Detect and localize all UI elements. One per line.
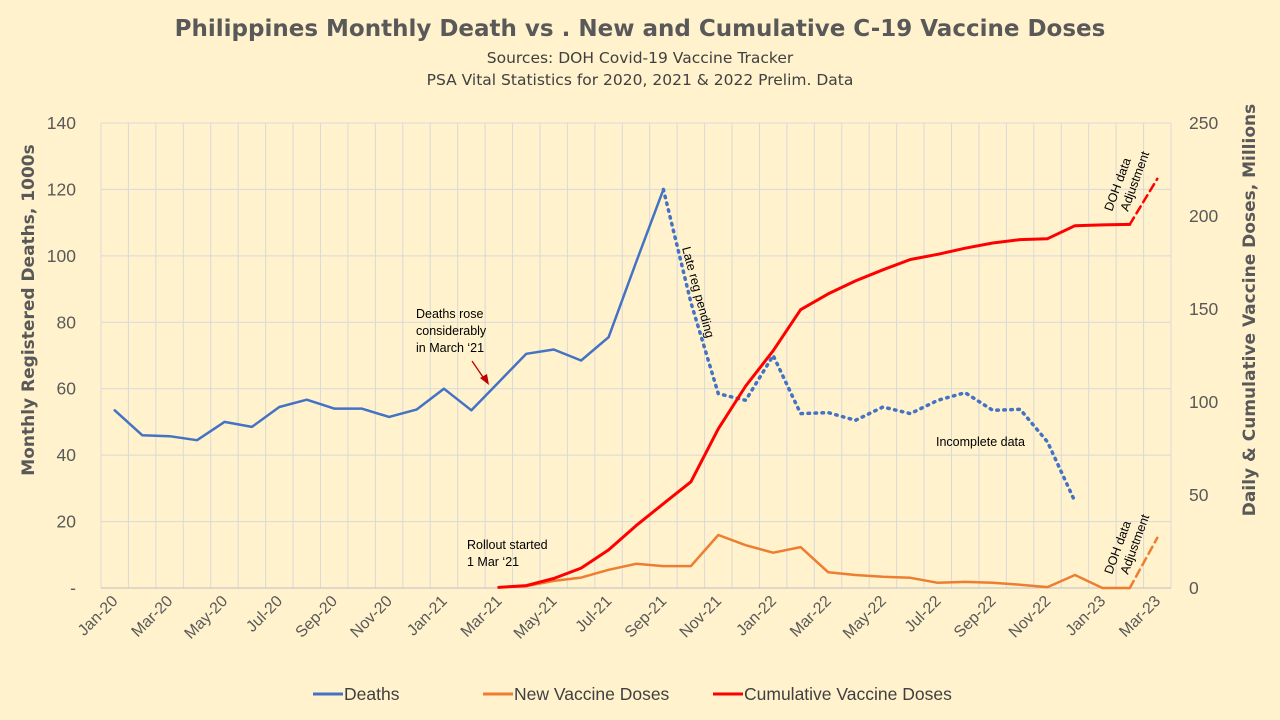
x-tick-label: May-22 xyxy=(840,593,890,643)
x-tick-label: Mar-21 xyxy=(458,593,506,641)
y-tick-left: 100 xyxy=(47,246,76,266)
y-tick-left: 140 xyxy=(47,113,76,133)
x-tick-label: May-21 xyxy=(511,593,561,643)
x-tick-label: Nov-22 xyxy=(1006,593,1055,642)
gridlines xyxy=(100,122,1172,589)
x-tick-label: Nov-21 xyxy=(677,593,726,642)
y-tick-left: 80 xyxy=(57,312,77,332)
new-vaccine-doses-line xyxy=(497,533,1132,590)
x-tick-label: Jan-23 xyxy=(1063,593,1110,640)
y-tick-left: 20 xyxy=(57,512,77,532)
y-tick-left: - xyxy=(70,578,76,598)
x-tick-label: Sep-21 xyxy=(622,593,671,642)
x-tick-label: Mar-23 xyxy=(1116,593,1164,641)
annotation-deaths-rose: considerably xyxy=(416,324,487,338)
legend: Deaths New Vaccine Doses Cumulative Vaccin… xyxy=(313,684,952,704)
x-tick-label: Jul-21 xyxy=(573,593,616,636)
chart-subtitle-2: PSA Vital Statistics for 2020, 2021 & 20… xyxy=(427,71,854,89)
x-tick-label: Jul-20 xyxy=(243,593,286,636)
x-tick-label: Sep-20 xyxy=(293,593,342,642)
y-tick-right: 100 xyxy=(1189,392,1218,412)
deaths-dashed-line xyxy=(661,187,1077,504)
y-axis-title-left: Monthly Registered Deaths, 1000s xyxy=(19,144,39,475)
x-tick-label: Jan-22 xyxy=(733,593,780,640)
annotation-deaths-rose: Deaths rose xyxy=(416,307,483,321)
x-tick-label: Sep-22 xyxy=(951,593,1000,642)
chart-subtitle-1: Sources: DOH Covid-19 Vaccine Tracker xyxy=(487,49,794,67)
y-tick-left: 40 xyxy=(57,445,77,465)
y-tick-left: 60 xyxy=(57,379,77,399)
x-tick-label: Jan-21 xyxy=(404,593,451,640)
annotation-deaths-rose: in March ‘21 xyxy=(416,341,484,355)
x-tick-label: Mar-20 xyxy=(129,593,177,641)
y-tick-right: 0 xyxy=(1189,578,1199,598)
x-tick-label: Nov-20 xyxy=(347,593,396,642)
cumulative-vaccine-doses-dashed-line xyxy=(1128,177,1159,226)
annotation-arrow-head xyxy=(480,374,489,385)
y-tick-right: 50 xyxy=(1189,485,1209,505)
x-tick-label: Mar-22 xyxy=(787,593,835,641)
series-lines xyxy=(113,177,1159,590)
new-vaccine-doses-dashed-line xyxy=(1128,536,1159,590)
y-axis-title-right: Daily & Cumulative Vaccine Doses, Millio… xyxy=(1240,104,1260,516)
x-tick-label: May-20 xyxy=(182,593,232,643)
annotation-incomplete: Incomplete data xyxy=(936,435,1025,449)
x-tick-label: Jul-22 xyxy=(902,593,945,636)
legend-label-cumulative-vaccine-doses: Cumulative Vaccine Doses xyxy=(744,684,952,704)
x-tick-label: Jan-20 xyxy=(75,593,122,640)
legend-label-new-vaccine-doses: New Vaccine Doses xyxy=(514,684,670,704)
y-tick-left: 120 xyxy=(47,179,76,199)
y-tick-right: 200 xyxy=(1189,206,1218,226)
y-tick-right: 150 xyxy=(1189,299,1218,319)
chart-title: Philippines Monthly Death vs . New and C… xyxy=(175,16,1106,42)
cumulative-vaccine-doses-line xyxy=(497,222,1132,589)
annotation-rollout: 1 Mar ‘21 xyxy=(467,555,519,569)
y-tick-right: 250 xyxy=(1189,113,1218,133)
deaths-line xyxy=(113,188,665,442)
legend-label-deaths: Deaths xyxy=(344,684,400,704)
annotation-rollout: Rollout started xyxy=(467,538,548,552)
